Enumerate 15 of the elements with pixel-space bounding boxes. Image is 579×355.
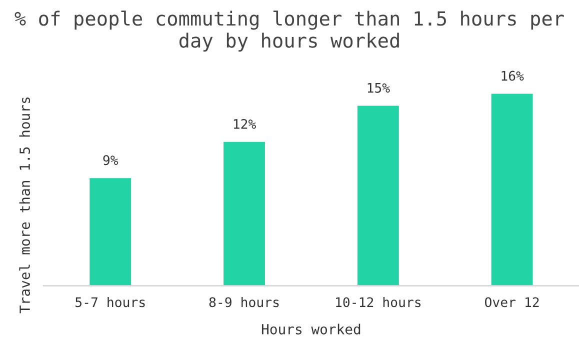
x-tick-label: 5-7 hours <box>76 296 145 308</box>
chart-title: % of people commuting longer than 1.5 hours per day by hours worked <box>14 10 564 52</box>
x-tick-label: 10-12 hours <box>336 296 421 308</box>
bar <box>222 140 266 286</box>
data-label: 15% <box>368 83 390 93</box>
data-label: 9% <box>103 155 118 166</box>
bar <box>356 104 400 286</box>
bar <box>490 92 534 286</box>
bar <box>88 176 132 286</box>
x-tick-label: Over 12 <box>485 297 539 308</box>
x-tick-label: 8-9 hours <box>209 296 279 308</box>
data-label: 12% <box>234 118 256 129</box>
y-axis-title: Travel more than 1.5 hours <box>19 98 30 314</box>
x-axis-title: Hours worked <box>262 324 360 334</box>
data-label: 16% <box>502 70 524 81</box>
